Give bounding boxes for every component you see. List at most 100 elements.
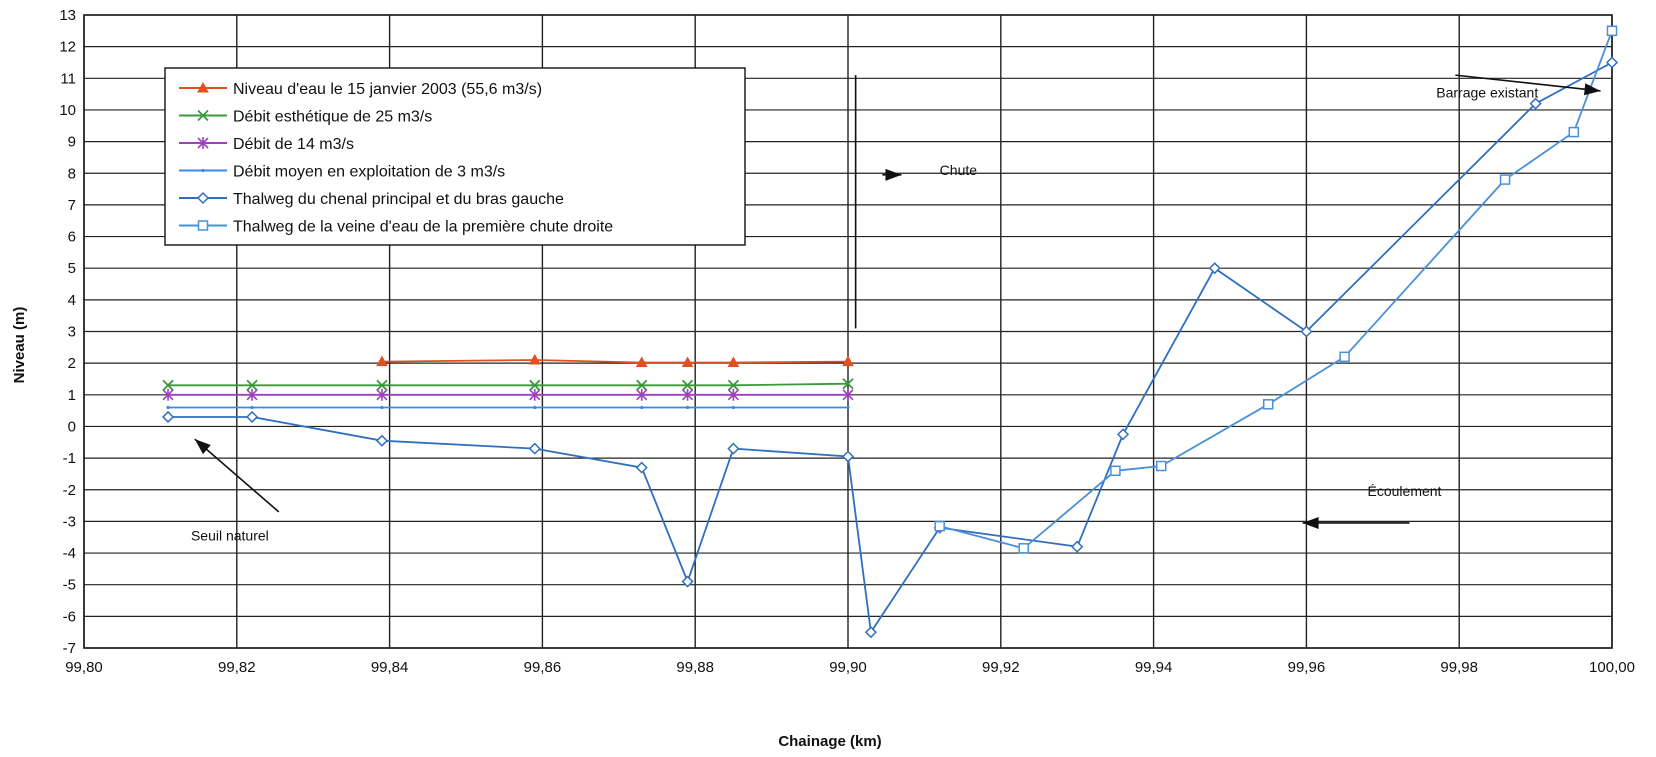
series-3	[162, 388, 854, 401]
data-point	[842, 388, 854, 401]
legend-entry: Débit de 14 m3/s	[179, 136, 354, 153]
legend-label: Débit esthétique de 25 m3/s	[233, 109, 432, 126]
annotation-label: Barrage existant	[1436, 84, 1538, 100]
legend-label: Thalweg de la veine d'eau de la première…	[233, 219, 613, 236]
x-tick-label: 99,86	[524, 659, 562, 676]
x-tick-label: 100,00	[1589, 659, 1635, 676]
annotation-label: Seuil naturel	[191, 527, 269, 543]
data-point	[727, 388, 739, 401]
series-6	[934, 25, 1618, 554]
data-point	[681, 356, 694, 368]
data-point	[246, 388, 258, 401]
y-tick-label: 7	[68, 197, 76, 214]
data-point	[846, 405, 850, 410]
y-tick-label: -6	[63, 608, 76, 625]
series-line	[168, 382, 849, 387]
x-tick-label: 99,90	[829, 659, 867, 676]
data-point	[681, 388, 694, 401]
data-point	[1018, 543, 1029, 554]
y-tick-label: 10	[59, 102, 76, 119]
y-tick-label: -7	[63, 640, 76, 657]
data-point	[162, 379, 174, 391]
data-point	[727, 379, 740, 391]
data-point	[681, 379, 694, 391]
y-tick-label: -4	[63, 545, 76, 562]
series-1	[376, 353, 854, 368]
y-tick-label: 3	[68, 324, 76, 341]
y-tick-label: -2	[63, 482, 76, 499]
data-point	[636, 388, 648, 401]
data-point	[250, 405, 254, 410]
data-point	[529, 388, 541, 401]
legend-entry: Débit esthétique de 25 m3/s	[179, 109, 432, 126]
data-point	[842, 355, 854, 367]
data-point	[636, 379, 648, 391]
series-line	[939, 30, 1613, 550]
x-tick-label: 99,98	[1440, 659, 1478, 676]
x-tick-label: 99,96	[1288, 659, 1326, 676]
chute-arrow	[882, 168, 902, 181]
data-point	[1208, 262, 1221, 275]
series-line	[381, 359, 849, 364]
data-point	[1529, 97, 1542, 110]
data-point	[161, 410, 175, 424]
y-tick-label: 13	[59, 7, 76, 24]
series-4	[166, 405, 850, 410]
y-tick-label: -1	[63, 450, 76, 467]
ecoulement-arrow	[1302, 516, 1410, 529]
data-point	[731, 405, 736, 410]
series-layer	[161, 25, 1619, 639]
data-point	[727, 442, 740, 455]
x-axis-label: Chainage (km)	[778, 733, 881, 750]
legend: Niveau d'eau le 15 janvier 2003 (55,6 m3…	[164, 67, 746, 246]
x-tick-label: 99,94	[1135, 659, 1173, 676]
data-point	[533, 405, 537, 410]
annotations: Barrage existant Chute Écoulement Seuil nat…	[191, 74, 1601, 543]
y-tick-label: 1	[68, 387, 76, 404]
data-point	[197, 109, 209, 122]
data-point	[197, 220, 209, 231]
annotation-label: Chute	[940, 162, 978, 178]
legend-entry: Débit moyen en exploitation de 3 m3/s	[179, 164, 505, 181]
data-point	[197, 137, 209, 149]
data-point	[1499, 174, 1511, 185]
data-point	[1262, 399, 1274, 410]
data-point	[246, 379, 258, 391]
data-point	[1071, 540, 1084, 553]
data-point	[376, 355, 388, 367]
x-tick-label: 99,88	[676, 659, 714, 676]
data-point	[681, 575, 694, 588]
data-point	[640, 405, 644, 410]
data-point	[528, 353, 541, 365]
data-point	[1116, 428, 1130, 441]
y-tick-label: 2	[68, 355, 76, 372]
data-point	[1568, 126, 1580, 138]
y-tick-label: 0	[68, 418, 76, 435]
y-tick-label: 4	[68, 292, 76, 309]
data-point	[1606, 25, 1618, 37]
data-point	[635, 461, 648, 474]
series-5	[161, 56, 1619, 639]
series-2	[162, 378, 854, 391]
x-tick-label: 99,92	[982, 659, 1020, 676]
y-tick-label: 5	[68, 260, 76, 277]
data-point	[166, 405, 170, 410]
x-tick-label: 99,84	[371, 659, 409, 676]
x-tick-label: 99,80	[65, 659, 103, 676]
data-point	[380, 405, 384, 410]
data-point	[685, 405, 690, 410]
data-point	[529, 379, 541, 391]
data-point	[1155, 460, 1167, 472]
data-point	[376, 379, 388, 391]
data-point	[934, 520, 945, 532]
legend-box	[164, 67, 746, 246]
legend-label: Niveau d'eau le 15 janvier 2003 (55,6 m3…	[233, 81, 542, 98]
data-point	[201, 168, 205, 173]
data-point	[727, 356, 740, 368]
data-point	[635, 356, 648, 368]
legend-label: Débit moyen en exploitation de 3 m3/s	[233, 164, 505, 181]
annotation-label: Écoulement	[1368, 483, 1442, 499]
legend-entry: Thalweg du chenal principal et du bras g…	[179, 191, 564, 208]
